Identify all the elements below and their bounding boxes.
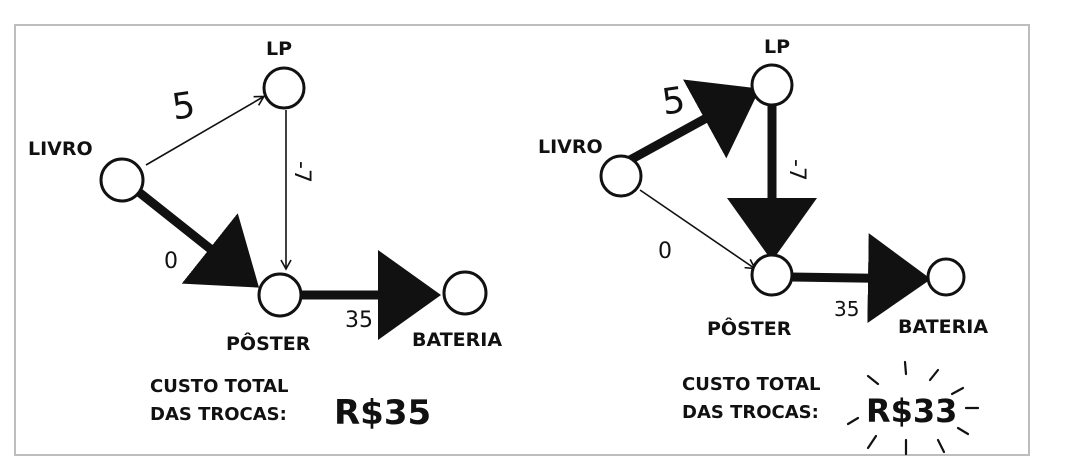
edge-livro-lp [625, 79, 760, 165]
summary-value: R$35 [334, 393, 431, 433]
weight-lp-poster: -7 [289, 161, 314, 183]
edge-livro-poster [135, 188, 260, 288]
summary-line2: DAS TROCAS: [682, 402, 819, 423]
label-poster: PÔSTER [707, 316, 792, 340]
weight-poster-bateria: 35 [345, 308, 373, 333]
node-bateria [926, 257, 966, 297]
summary-line1: CUSTO TOTAL [682, 374, 821, 395]
label-lp: LP [266, 38, 292, 60]
weight-livro-lp: 5 [169, 85, 197, 129]
label-lp: LP [764, 36, 790, 58]
node-poster [257, 272, 303, 318]
left-graph: LIVRO LP PÔSTER BATERIA 5 0 -7 35 CUSTO … [28, 38, 502, 433]
weight-livro-lp: 5 [659, 80, 687, 124]
node-livro [99, 157, 145, 203]
label-bateria: BATERIA [412, 329, 502, 351]
label-livro: LIVRO [28, 138, 93, 160]
label-poster: PÔSTER [226, 331, 311, 355]
weight-livro-poster: 0 [658, 239, 672, 264]
edge-poster-bateria [786, 233, 931, 324]
node-lp [750, 63, 794, 107]
weight-livro-poster: 0 [164, 249, 178, 274]
node-bateria [442, 270, 488, 316]
label-bateria: BATERIA [898, 316, 988, 338]
edge-livro-lp [145, 95, 266, 166]
label-livro: LIVRO [538, 136, 603, 158]
summary-value: R$33 [866, 392, 957, 430]
right-graph: LIVRO LP PÔSTER BATERIA 5 0 -7 35 CUSTO … [538, 36, 988, 456]
weight-poster-bateria: 35 [834, 297, 859, 321]
summary-line2: DAS TROCAS: [150, 404, 287, 425]
weight-lp-poster: -7 [784, 159, 809, 181]
emphasis-burst [846, 360, 980, 456]
node-poster [750, 253, 794, 297]
node-livro [599, 154, 643, 198]
summary-line1: CUSTO TOTAL [150, 376, 289, 397]
node-lp [262, 66, 306, 110]
